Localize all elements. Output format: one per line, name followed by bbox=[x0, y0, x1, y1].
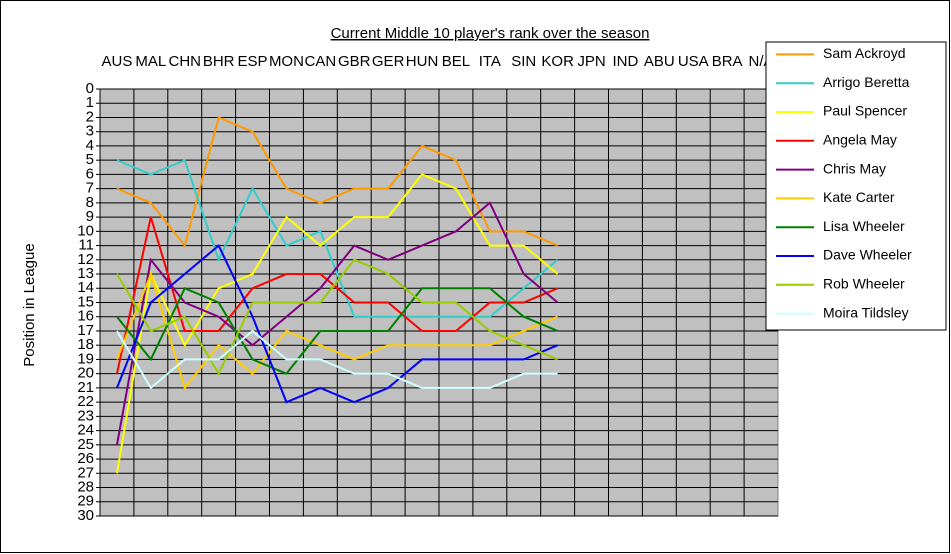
y-tick-label: 5 bbox=[86, 151, 94, 168]
x-tick-label: CAN bbox=[305, 53, 337, 70]
y-tick-label: 12 bbox=[77, 251, 94, 268]
y-tick-label: 10 bbox=[77, 222, 94, 239]
series-line bbox=[116, 158, 559, 318]
x-tick-label: USA bbox=[678, 53, 709, 70]
chart-title: Current Middle 10 player's rank over the… bbox=[331, 25, 650, 42]
y-tick-label: 25 bbox=[77, 436, 94, 453]
series-line bbox=[116, 258, 559, 376]
y-tick-label: 19 bbox=[77, 350, 94, 367]
y-tick-label: 21 bbox=[77, 379, 94, 396]
x-tick-label: BRA bbox=[712, 53, 743, 70]
y-tick-label: 9 bbox=[86, 208, 94, 225]
series-line bbox=[115, 201, 559, 446]
y-tick-label: 7 bbox=[86, 180, 94, 197]
legend bbox=[765, 41, 947, 331]
y-tick-label: 2 bbox=[86, 108, 94, 125]
x-tick-label: ESP bbox=[238, 53, 268, 70]
x-tick-label: AUS bbox=[102, 53, 133, 70]
legend-label: Kate Carter bbox=[823, 189, 895, 205]
x-tick-label: KOR bbox=[541, 53, 574, 70]
y-tick-label: 3 bbox=[86, 123, 94, 140]
legend-label: Rob Wheeler bbox=[823, 276, 905, 292]
y-axis-label: Position in League bbox=[21, 243, 38, 366]
x-tick-label: HUN bbox=[406, 53, 439, 70]
x-tick-label: ITA bbox=[479, 53, 501, 70]
y-tick-label: 24 bbox=[77, 422, 94, 439]
x-tick-label: MAL bbox=[135, 53, 166, 70]
series-line bbox=[116, 243, 559, 404]
series-line bbox=[115, 173, 559, 474]
y-tick-label: 1 bbox=[86, 94, 94, 111]
y-tick-label: 4 bbox=[86, 137, 94, 154]
y-tick-label: 30 bbox=[77, 507, 94, 524]
x-tick-label: JPN bbox=[577, 53, 605, 70]
series-line bbox=[115, 216, 559, 374]
x-tick-label: CHN bbox=[169, 53, 202, 70]
y-tick-label: 27 bbox=[77, 464, 94, 481]
y-tick-label: 18 bbox=[77, 336, 94, 353]
series-line bbox=[116, 329, 558, 390]
y-tick-label: 22 bbox=[77, 393, 94, 410]
y-tick-label: 23 bbox=[77, 407, 94, 424]
legend-label: Moira Tildsley bbox=[823, 304, 909, 320]
x-tick-label: IND bbox=[613, 53, 639, 70]
x-tick-label: ABU bbox=[644, 53, 675, 70]
y-tick-label: 26 bbox=[77, 450, 94, 467]
y-tick-label: 28 bbox=[77, 479, 94, 496]
y-tick-label: 29 bbox=[77, 493, 94, 510]
y-tick-label: 20 bbox=[77, 365, 94, 382]
y-tick-label: 0 bbox=[86, 80, 94, 97]
series-line bbox=[116, 116, 559, 248]
y-tick-label: 8 bbox=[86, 194, 94, 211]
x-tick-label: BHR bbox=[203, 53, 235, 70]
y-tick-label: 16 bbox=[77, 308, 94, 325]
x-tick-label: GER bbox=[372, 53, 405, 70]
legend-label: Dave Wheeler bbox=[823, 247, 912, 263]
x-tick-label: BEL bbox=[442, 53, 470, 70]
legend-label: Sam Ackroyd bbox=[823, 45, 905, 61]
legend-label: Angela May bbox=[823, 132, 897, 148]
y-tick-label: 17 bbox=[77, 322, 94, 339]
legend-label: Paul Spencer bbox=[823, 103, 907, 119]
legend-label: Chris May bbox=[823, 160, 886, 176]
y-tick-label: 14 bbox=[77, 279, 94, 296]
legend-label: Lisa Wheeler bbox=[823, 218, 905, 234]
x-tick-label: GBR bbox=[338, 53, 371, 70]
series-line bbox=[116, 286, 559, 375]
x-tick-label: SIN bbox=[511, 53, 536, 70]
series-line bbox=[116, 270, 559, 391]
legend-label: Arrigo Beretta bbox=[823, 74, 910, 90]
y-tick-label: 11 bbox=[78, 237, 94, 254]
y-tick-label: 15 bbox=[77, 293, 94, 310]
y-tick-label: 6 bbox=[86, 165, 94, 182]
y-tick-label: 13 bbox=[77, 265, 94, 282]
x-tick-label: MON bbox=[269, 53, 304, 70]
